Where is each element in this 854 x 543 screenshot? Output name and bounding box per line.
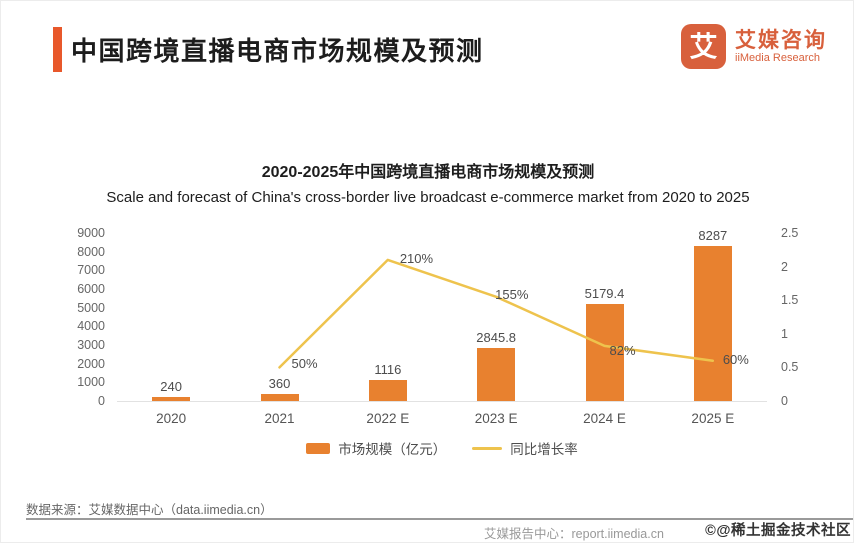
growth-rate-line — [278, 258, 715, 369]
logo-name-en: iiMedia Research — [735, 52, 820, 64]
y-axis-right-tick: 0 — [781, 394, 788, 408]
plot-area: 9000 8000 7000 6000 5000 4000 3000 2000 1000 0 2.5… — [77, 226, 798, 426]
y-axis-right-tick: 0.5 — [781, 360, 799, 375]
y-axis-left-tick: 7000 — [77, 263, 105, 278]
y-axis-left-tick: 6000 — [77, 282, 105, 296]
line-point-label: 60% — [722, 351, 749, 367]
line-point-label: 210% — [399, 250, 434, 266]
bar-2020 — [152, 396, 191, 401]
y-axis-left-tick: 8000 — [77, 244, 105, 259]
footer-divider — [26, 518, 853, 520]
accent-bar — [53, 27, 62, 72]
y-axis-left-tick: 5000 — [77, 300, 105, 315]
y-axis-right-tick: 2 — [781, 259, 788, 274]
bar-2024 E — [585, 304, 624, 401]
x-axis-label: 2023 E — [474, 411, 518, 426]
logo-text: 艾媒咨询 iiMedia Research — [735, 29, 827, 64]
legend-item-growth-rate: 同比增长率 — [472, 438, 578, 458]
legend-label-growth-rate: 同比增长率 — [510, 442, 578, 457]
chart-subtitle: Scale and forecast of China's cross-bord… — [106, 189, 750, 206]
data-source-note: 数据来源：艾媒数据中心（data.iimedia.cn） — [26, 503, 273, 517]
legend-label-market-scale: 市场规模（亿元） — [338, 442, 447, 457]
x-axis-label: 2024 E — [583, 411, 626, 426]
bar-value-label: 240 — [160, 378, 183, 394]
bar-2022 E — [368, 380, 407, 401]
y-axis-left-tick: 1000 — [77, 375, 105, 390]
y-axis-right-tick: 1 — [781, 326, 788, 341]
y-axis-left-tick: 2000 — [77, 356, 105, 371]
line-swatch-icon — [472, 446, 503, 450]
x-axis-label: 2021 — [264, 411, 295, 426]
x-axis-label: 2020 — [156, 411, 187, 426]
y-axis-left-tick: 3000 — [77, 338, 105, 352]
y-axis-left-tick: 0 — [98, 394, 105, 408]
legend-item-market-scale: 市场规模（亿元） — [306, 438, 446, 458]
watermark: ©@稀土掘金技术社区 — [705, 523, 851, 539]
bar-swatch-icon — [306, 442, 331, 454]
y-axis-right-tick: 2.5 — [781, 226, 799, 240]
report-center-link[interactable]: 艾媒报告中心：report.iimedia.cn — [484, 527, 664, 541]
line-point-label: 50% — [291, 356, 318, 372]
chart-legend: 市场规模（亿元） 同比增长率 — [117, 438, 767, 458]
bar-2025 E — [693, 246, 732, 401]
line-point-label: 155% — [495, 286, 529, 302]
page-title: 中国跨境直播电商市场规模及预测 — [71, 36, 484, 66]
bar-value-label: 5179.4 — [584, 286, 625, 302]
y-axis-right-tick: 1.5 — [781, 293, 799, 308]
bar-2023 E — [477, 347, 516, 401]
line-point-label: 82% — [609, 342, 636, 358]
logo-name-cn: 艾媒咨询 — [735, 28, 827, 52]
chart-title: 2020-2025年中国跨境直播电商市场规模及预测 — [261, 164, 595, 181]
bar-value-label: 2845.8 — [476, 329, 517, 345]
x-axis-label: 2022 E — [366, 411, 410, 426]
x-axis-label: 2025 E — [691, 411, 735, 426]
y-axis-left-tick: 9000 — [77, 226, 105, 240]
iimedia-logo-icon: 艾 — [681, 24, 726, 69]
bar-2021 — [260, 394, 299, 401]
bar-value-label: 1116 — [374, 362, 402, 378]
bar-value-label: 360 — [268, 376, 291, 392]
iimedia-logo: 艾 艾媒咨询 iiMedia Research — [681, 24, 827, 69]
y-axis-left-tick: 4000 — [77, 319, 105, 334]
bar-value-label: 8287 — [698, 228, 728, 244]
